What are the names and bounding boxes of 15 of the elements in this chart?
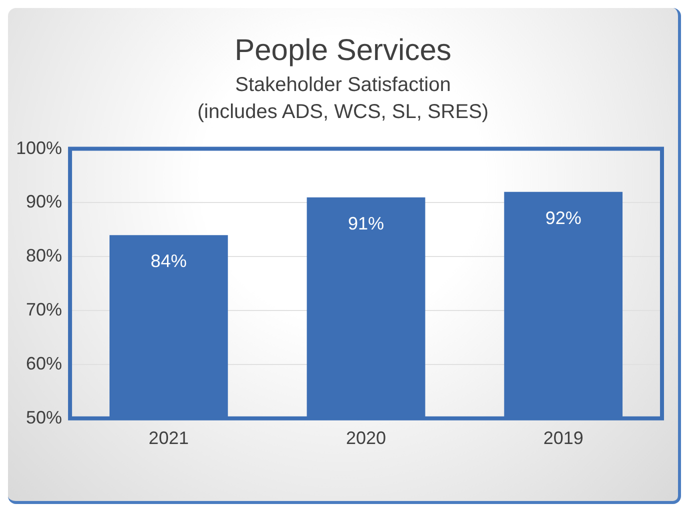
- text: (includes ADS, WCS, SL, SRES): [196, 101, 490, 124]
- y-tick-label: 90%: [26, 192, 62, 212]
- y-tick-label: 100%: [16, 138, 62, 158]
- chart-subtitle: Stakeholder Satisfaction: [234, 74, 452, 97]
- chart-title: People Services: [234, 34, 452, 68]
- x-tick-label: 2021: [148, 428, 189, 448]
- data-label: 92%: [545, 208, 582, 228]
- x-tick-label: 2019: [543, 428, 584, 448]
- y-tick-label: 80%: [26, 246, 62, 266]
- x-tick-label: 2020: [346, 428, 386, 448]
- y-tick-label: 60%: [26, 353, 62, 374]
- y-tick-label: 70%: [26, 300, 62, 320]
- data-label: 91%: [348, 213, 384, 234]
- data-label: 84%: [150, 251, 187, 272]
- y-tick-label: 50%: [26, 407, 62, 428]
